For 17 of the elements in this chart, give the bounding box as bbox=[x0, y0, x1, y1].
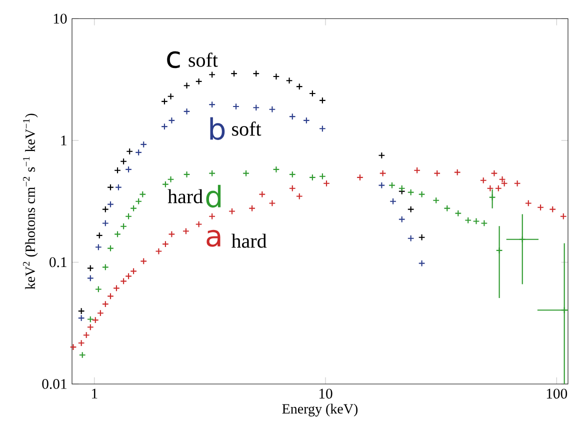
series-label: c bbox=[167, 51, 180, 68]
x-tick-label: 100 bbox=[546, 388, 568, 399]
series-label: b bbox=[210, 117, 225, 140]
annotation: hard bbox=[231, 234, 267, 248]
annotation: soft bbox=[188, 52, 218, 67]
y-tick-label: 10 bbox=[54, 14, 67, 24]
annotation: soft bbox=[232, 122, 262, 136]
series-label: d bbox=[206, 184, 221, 208]
x-tick-label: 10 bbox=[319, 388, 332, 399]
y-tick-label: 1 bbox=[61, 136, 66, 146]
series-label: a bbox=[206, 230, 220, 247]
x-axis-title: Energy (keV) bbox=[282, 404, 358, 416]
x-tick-label: 1 bbox=[92, 388, 98, 398]
y-tick-label: 0.1 bbox=[50, 257, 66, 268]
annotation: hard bbox=[168, 189, 203, 204]
text: keV$^{2}$ (Photons cm$^{−2}$ s$^{−1}$ keV$^{−1}$) bbox=[23, 114, 38, 290]
y-tick-label: 0.01 bbox=[42, 379, 66, 389]
